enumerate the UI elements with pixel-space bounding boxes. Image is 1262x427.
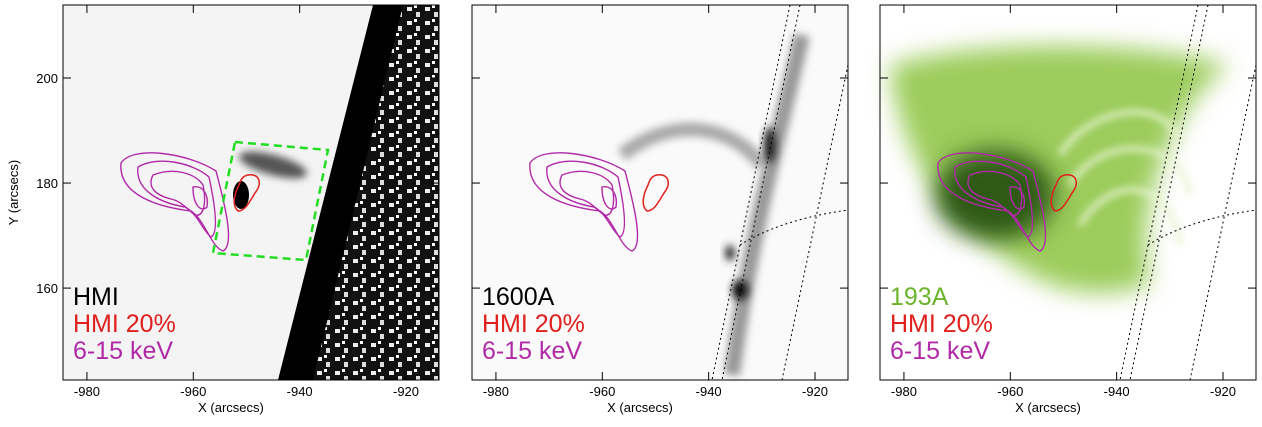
image-feature: [764, 127, 776, 163]
legend-label: 1600A: [482, 283, 555, 311]
legend-label: HMI 20%: [890, 310, 993, 338]
y-tick-label: 200: [36, 71, 58, 86]
image-feature: [732, 280, 748, 300]
panel-1600: [472, 4, 849, 381]
dotted-lines: [1119, 4, 1257, 381]
y-tick-label: 180: [36, 176, 58, 191]
image-feature: [724, 33, 810, 377]
image-feature: [239, 151, 307, 179]
legend-label: HMI: [73, 283, 119, 311]
frame: [471, 4, 849, 381]
frame: [62, 4, 440, 381]
image-feature: [725, 245, 735, 261]
legend-label: 6-15 keV: [73, 337, 173, 365]
x-tick-label: -980: [74, 384, 100, 399]
x-tick-label: -920: [1210, 384, 1236, 399]
x-axis-label: X (arcsecs): [607, 400, 673, 415]
x-tick-label: -960: [180, 384, 206, 399]
image-loops: [1057, 109, 1193, 246]
x-axis-label: X (arcsecs): [198, 400, 264, 415]
x-axis-label: X (arcsecs): [1015, 400, 1081, 415]
image-feature: [617, 122, 768, 170]
legend-label: 6-15 keV: [482, 337, 582, 365]
dotted-lines: [711, 4, 849, 381]
x-tick-label: -940: [287, 384, 313, 399]
legend-label: 6-15 keV: [890, 337, 990, 365]
x-tick-label: -960: [997, 384, 1023, 399]
x-tick-label: -960: [589, 384, 615, 399]
panel-hmi: [63, 5, 439, 380]
x-tick-label: -940: [696, 384, 722, 399]
y-axis-label: Y (arcsecs): [6, 160, 21, 226]
panel-193: [880, 4, 1257, 381]
x-tick-label: -980: [891, 384, 917, 399]
legend-label: 193A: [890, 283, 949, 311]
x-tick-label: -980: [483, 384, 509, 399]
image-speckle: [308, 5, 439, 380]
frame: [879, 4, 1257, 381]
legend-label: HMI 20%: [482, 310, 585, 338]
x-tick-label: -920: [393, 384, 419, 399]
x-tick-label: -940: [1104, 384, 1130, 399]
legend-label: HMI 20%: [73, 310, 176, 338]
image-background: [472, 5, 848, 380]
image-feature: [935, 150, 1055, 240]
x-tick-label: -920: [802, 384, 828, 399]
y-tick-label: 160: [36, 281, 58, 296]
image-limb: [278, 5, 403, 380]
